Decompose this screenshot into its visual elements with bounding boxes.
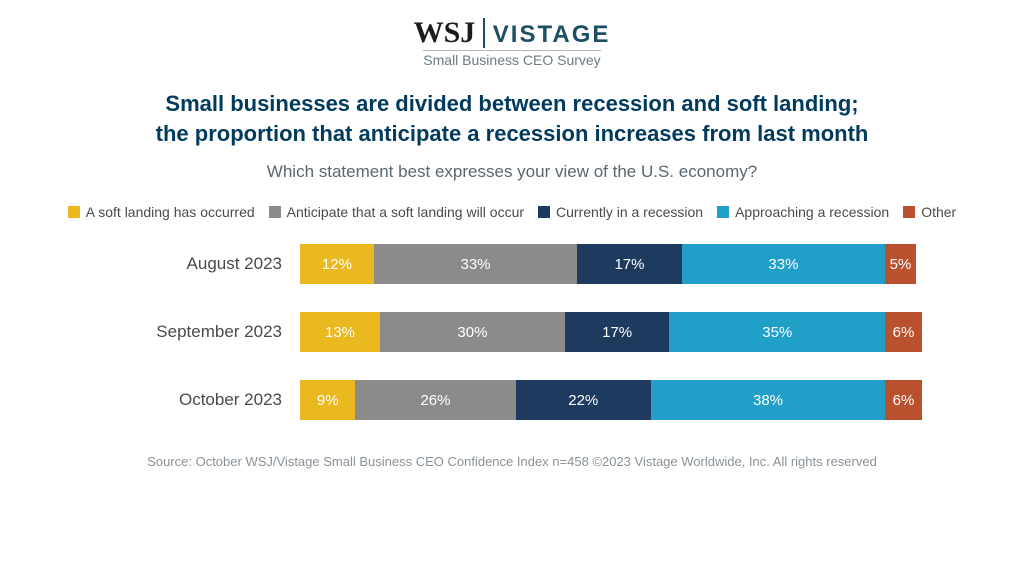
legend-item-2: Currently in a recession bbox=[538, 204, 703, 220]
bar-segment: 17% bbox=[577, 244, 682, 284]
row-label: October 2023 bbox=[102, 390, 300, 410]
logo-vistage: VISTAGE bbox=[493, 23, 611, 47]
logo-wsj: WSJ bbox=[414, 18, 476, 48]
headline-line-1: Small businesses are divided between rec… bbox=[156, 89, 869, 119]
legend-item-3: Approaching a recession bbox=[717, 204, 889, 220]
logo-divider bbox=[483, 18, 485, 48]
bar-segment: 12% bbox=[300, 244, 374, 284]
logo-subtitle: Small Business CEO Survey bbox=[423, 50, 600, 67]
legend-label: A soft landing has occurred bbox=[86, 204, 255, 220]
chart-row: August 202312%33%17%33%5% bbox=[102, 244, 922, 284]
chart-subtitle: Which statement best expresses your view… bbox=[267, 162, 757, 182]
row-label: August 2023 bbox=[102, 254, 300, 274]
bar-segment: 9% bbox=[300, 380, 355, 420]
legend-item-4: Other bbox=[903, 204, 956, 220]
bar-segment: 35% bbox=[669, 312, 885, 352]
chart-row: October 20239%26%22%38%6% bbox=[102, 380, 922, 420]
legend-swatch bbox=[68, 206, 80, 218]
legend-label: Anticipate that a soft landing will occu… bbox=[287, 204, 524, 220]
page-root: WSJ VISTAGE Small Business CEO Survey Sm… bbox=[0, 0, 1024, 576]
legend-item-1: Anticipate that a soft landing will occu… bbox=[269, 204, 524, 220]
legend-label: Currently in a recession bbox=[556, 204, 703, 220]
chart-row: September 202313%30%17%35%6% bbox=[102, 312, 922, 352]
bar-segment: 33% bbox=[374, 244, 577, 284]
stacked-bar: 12%33%17%33%5% bbox=[300, 244, 922, 284]
legend-label: Approaching a recession bbox=[735, 204, 889, 220]
legend-item-0: A soft landing has occurred bbox=[68, 204, 255, 220]
bar-segment: 30% bbox=[380, 312, 565, 352]
stacked-bar: 9%26%22%38%6% bbox=[300, 380, 922, 420]
legend-swatch bbox=[903, 206, 915, 218]
headline-line-2: the proportion that anticipate a recessi… bbox=[156, 119, 869, 149]
bar-segment: 13% bbox=[300, 312, 380, 352]
source-line: Source: October WSJ/Vistage Small Busine… bbox=[147, 454, 877, 469]
bar-segment: 26% bbox=[355, 380, 515, 420]
legend-swatch bbox=[538, 206, 550, 218]
bar-segment: 33% bbox=[682, 244, 885, 284]
logo-block: WSJ VISTAGE Small Business CEO Survey bbox=[414, 18, 611, 69]
bar-segment: 38% bbox=[651, 380, 885, 420]
headline: Small businesses are divided between rec… bbox=[156, 89, 869, 148]
legend: A soft landing has occurred Anticipate th… bbox=[68, 204, 956, 220]
chart-area: August 202312%33%17%33%5%September 20231… bbox=[102, 244, 922, 448]
stacked-bar: 13%30%17%35%6% bbox=[300, 312, 922, 352]
bar-segment: 6% bbox=[885, 312, 922, 352]
bar-segment: 6% bbox=[885, 380, 922, 420]
bar-segment: 5% bbox=[885, 244, 916, 284]
legend-label: Other bbox=[921, 204, 956, 220]
legend-swatch bbox=[717, 206, 729, 218]
bar-segment: 22% bbox=[516, 380, 651, 420]
logo-top-row: WSJ VISTAGE bbox=[414, 18, 611, 48]
row-label: September 2023 bbox=[102, 322, 300, 342]
legend-swatch bbox=[269, 206, 281, 218]
bar-segment: 17% bbox=[565, 312, 670, 352]
